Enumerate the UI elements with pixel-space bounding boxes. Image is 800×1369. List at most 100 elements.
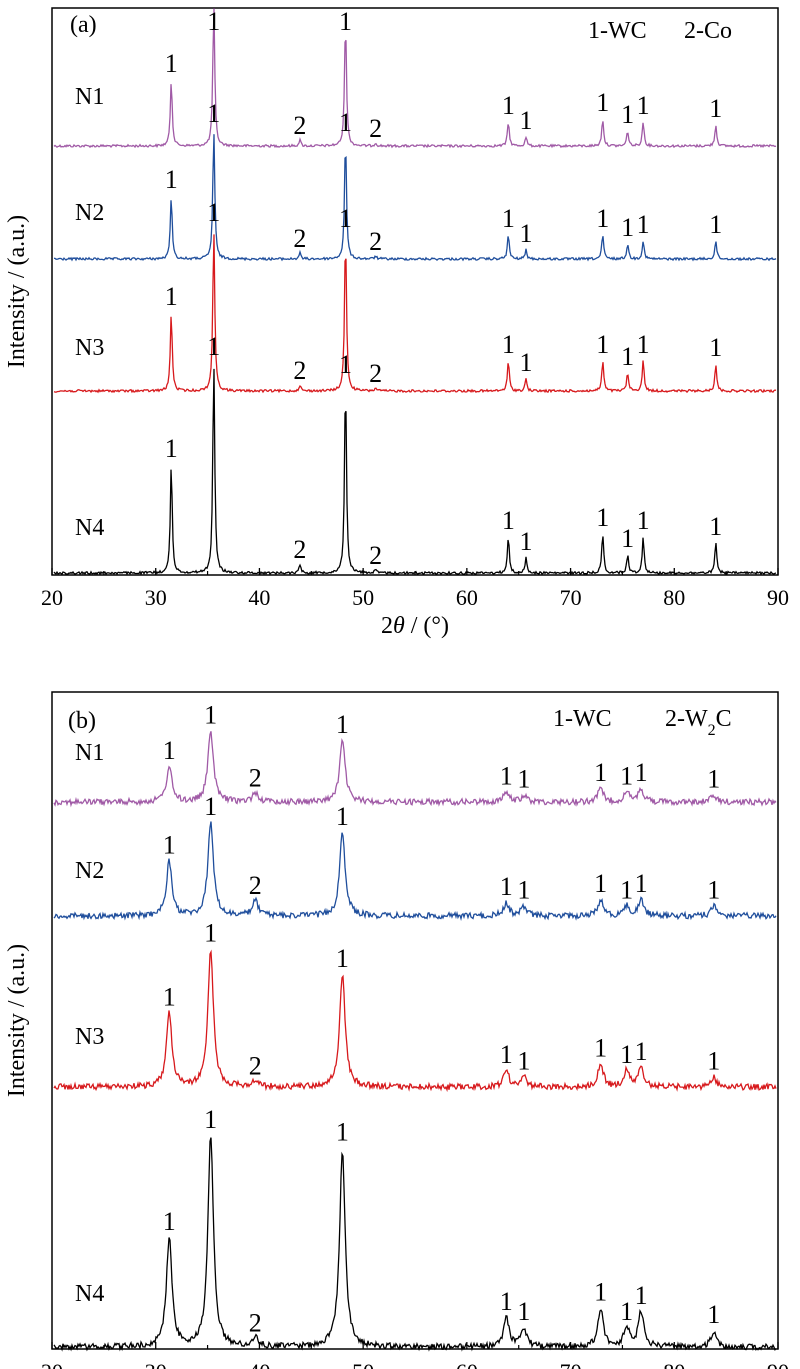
peak-label: 1 (339, 350, 352, 379)
peak-label: 1 (502, 330, 515, 359)
peak-label: 2 (369, 359, 382, 388)
peak-label: 1 (620, 1297, 633, 1326)
peak-label: 1 (621, 524, 634, 553)
peak-label: 1 (336, 710, 349, 739)
x-tick-label: 20 (41, 585, 63, 610)
x-tick-label: 80 (663, 1359, 685, 1369)
x-axis-title-theta: θ (393, 613, 405, 639)
xrd-pattern-line (53, 821, 777, 922)
peak-label: 1 (336, 802, 349, 831)
peak-label: 1 (637, 91, 650, 120)
peak-label: 1 (596, 330, 609, 359)
peak-label: 1 (163, 1207, 176, 1236)
peak-label: 1 (594, 758, 607, 787)
x-tick-label: 40 (248, 1359, 270, 1369)
peak-label: 1 (500, 872, 513, 901)
peak-label: 1 (707, 765, 720, 794)
peak-label: 1 (207, 332, 220, 361)
peak-label: 1 (635, 758, 648, 787)
x-tick-label: 60 (456, 1359, 478, 1369)
peak-label: 1 (163, 831, 176, 860)
peak-label: 1 (517, 875, 530, 904)
peak-label: 1 (707, 1046, 720, 1075)
peak-label: 1 (594, 1278, 607, 1307)
peak-label: 1 (709, 512, 722, 541)
xrd-pattern-line (53, 8, 777, 149)
peak-label: 1 (502, 204, 515, 233)
plot-frame (51, 691, 779, 1350)
peak-label: 1 (163, 982, 176, 1011)
xrd-pattern-line (53, 731, 777, 808)
peak-label: 2 (249, 1052, 262, 1081)
sample-label: N4 (75, 515, 104, 541)
peak-label: 1 (207, 7, 220, 36)
x-tick-label: 50 (352, 585, 374, 610)
peak-label: 1 (519, 106, 532, 135)
peak-label: 1 (637, 330, 650, 359)
peak-label: 1 (502, 506, 515, 535)
legend-entry: 1-WC (553, 706, 612, 732)
x-tick-label: 70 (560, 1359, 582, 1369)
xrd-pattern-line (53, 234, 777, 394)
peak-label: 1 (339, 204, 352, 233)
legend-entry: 1-WC (588, 18, 647, 44)
peak-label: 2 (293, 224, 306, 253)
peak-label: 1 (519, 348, 532, 377)
x-tick-label: 60 (456, 585, 478, 610)
y-axis-title: Intensity / (a.u.) (4, 215, 30, 368)
peak-label: 1 (596, 88, 609, 117)
peak-label: 1 (165, 282, 178, 311)
peak-label: 1 (707, 875, 720, 904)
sample-label: N1 (75, 84, 104, 110)
peak-label: 1 (517, 765, 530, 794)
x-tick-label: 50 (352, 1359, 374, 1369)
xrd-pattern-line (53, 1137, 777, 1352)
x-tick-label: 90 (767, 585, 789, 610)
peak-label: 1 (207, 198, 220, 227)
x-tick-label: 70 (560, 585, 582, 610)
sample-label: N4 (75, 1281, 104, 1307)
peak-label: 2 (293, 111, 306, 140)
peak-label: 1 (204, 1105, 217, 1134)
peak-label: 1 (635, 869, 648, 898)
peak-label: 1 (594, 1034, 607, 1063)
peak-label: 1 (207, 99, 220, 128)
peak-label: 1 (707, 1300, 720, 1329)
panel-label: (a) (70, 12, 97, 38)
peak-label: 2 (249, 763, 262, 792)
x-tick-label: 30 (145, 585, 167, 610)
legend-entry-part: 2-Co (684, 18, 732, 44)
legend-entry-part: 2-W (665, 706, 708, 732)
peak-label: 1 (709, 210, 722, 239)
peak-label: 2 (369, 541, 382, 570)
peak-label: 1 (339, 108, 352, 137)
peak-label: 1 (519, 527, 532, 556)
xrd-pattern-line (53, 134, 777, 262)
peak-label: 1 (502, 91, 515, 120)
plot-frame (51, 7, 779, 576)
sample-label: N2 (75, 200, 104, 226)
legend-entry: 2-W2C (665, 706, 732, 739)
peak-label: 1 (165, 49, 178, 78)
xrd-pattern-line (53, 949, 777, 1093)
peak-label: 1 (339, 7, 352, 36)
peak-label: 1 (637, 210, 650, 239)
x-tick-label: 30 (145, 1359, 167, 1369)
peak-label: 1 (709, 94, 722, 123)
peak-label: 2 (369, 114, 382, 143)
peak-label: 1 (336, 944, 349, 973)
peak-label: 1 (336, 1118, 349, 1147)
peak-label: 1 (620, 1040, 633, 1069)
peak-label: 1 (620, 761, 633, 790)
sample-label: N2 (75, 858, 104, 884)
peak-label: 1 (204, 792, 217, 821)
sample-label: N3 (75, 1024, 104, 1050)
